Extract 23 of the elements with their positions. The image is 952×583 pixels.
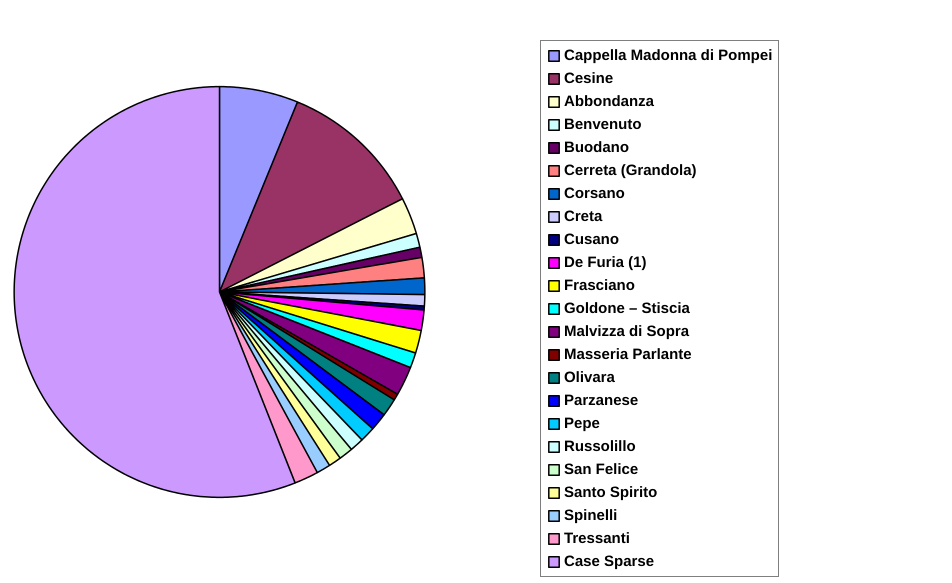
legend-label: Russolillo — [564, 438, 636, 455]
legend-label: Olivara — [564, 369, 615, 386]
legend-label: Corsano — [564, 185, 625, 202]
legend-label: Masseria Parlante — [564, 346, 692, 363]
legend-label: Parzanese — [564, 392, 638, 409]
legend-label: Frasciano — [564, 277, 635, 294]
legend-label: Creta — [564, 208, 602, 225]
legend-label: San Felice — [564, 461, 638, 478]
legend-label: Case Sparse — [564, 553, 654, 570]
legend-label: Malvizza di Sopra — [564, 323, 690, 340]
legend-label: Tressanti — [564, 530, 630, 547]
legend-label: Cappella Madonna di Pompei — [564, 47, 772, 64]
legend-label: De Furia (1) — [564, 254, 647, 271]
legend-label: Santo Spirito — [564, 484, 658, 501]
legend-label: Cesine — [564, 70, 614, 87]
legend-label: Cerreta (Grandola) — [564, 162, 697, 179]
legend-label: Cusano — [564, 231, 620, 248]
legend-label: Goldone – Stiscia — [564, 300, 690, 317]
legend-label: Buodano — [564, 139, 629, 156]
legend-label: Spinelli — [564, 507, 618, 524]
legend-label: Benvenuto — [564, 116, 642, 133]
legend-label: Pepe — [564, 415, 600, 432]
legend-label: Abbondanza — [564, 93, 654, 110]
